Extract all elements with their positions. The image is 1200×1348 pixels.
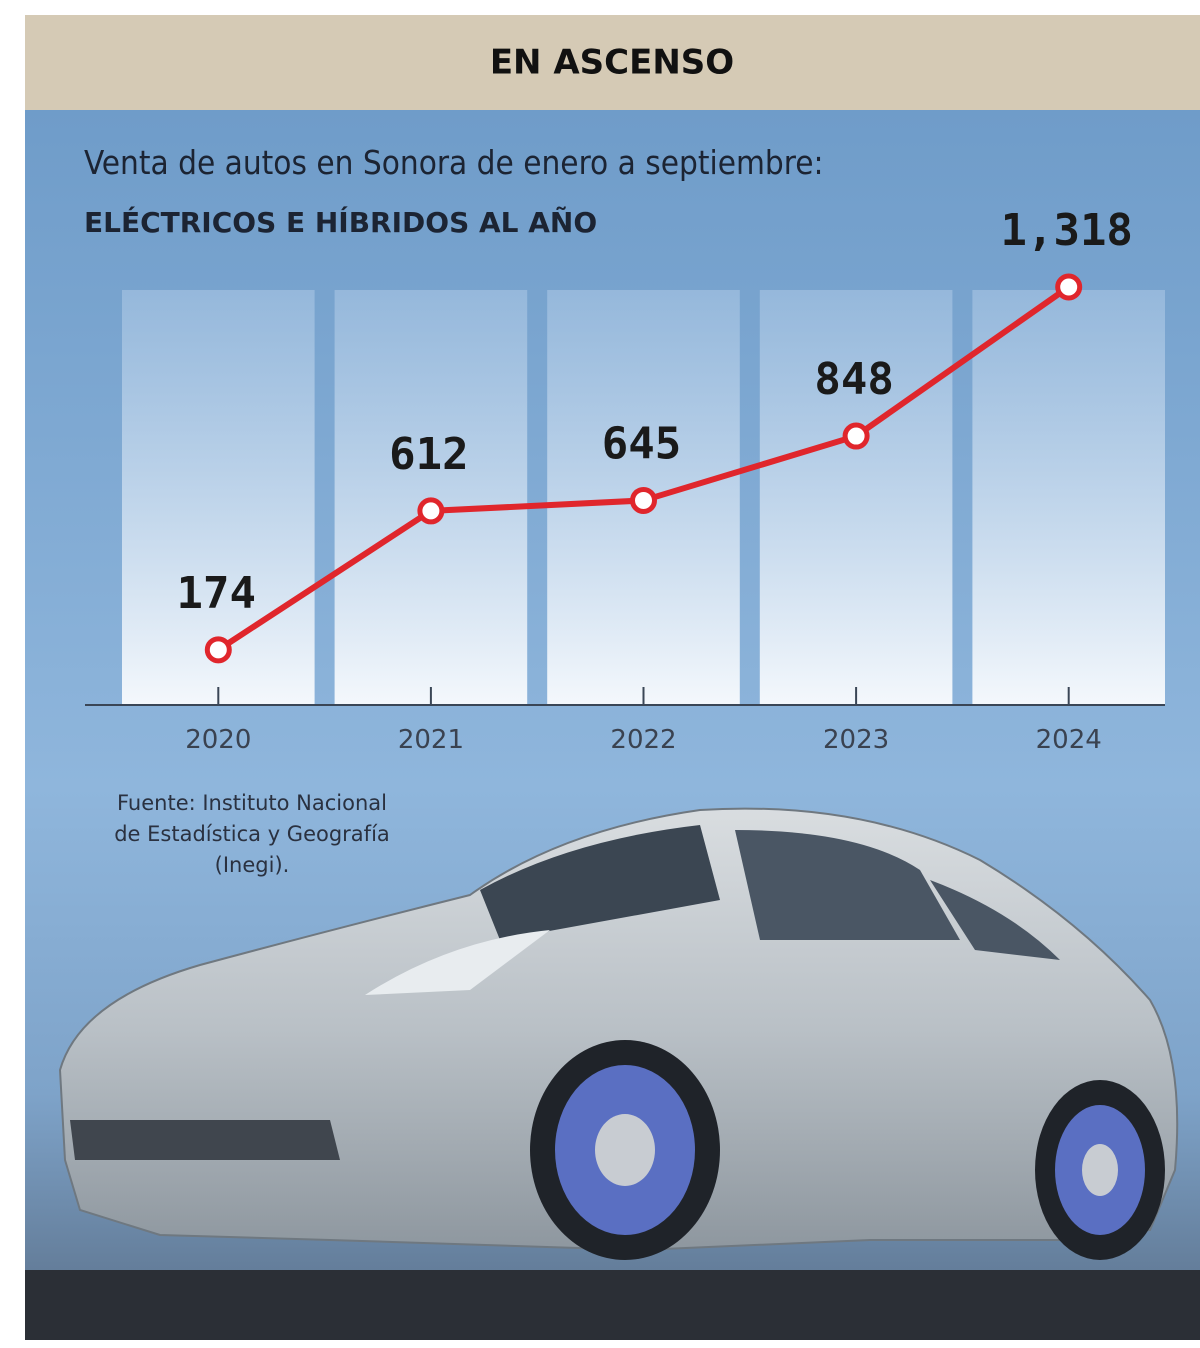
header-band — [25, 15, 1200, 110]
point — [417, 497, 445, 525]
value-label: 645 — [602, 418, 681, 469]
x-tick-label: 2024 — [1036, 725, 1102, 755]
source: de Estadística y Geografía — [114, 822, 390, 846]
source: (Inegi). — [215, 853, 290, 877]
column-panel — [759, 290, 953, 705]
point — [204, 636, 232, 664]
value-label: 612 — [389, 429, 468, 480]
subtitle: Venta de autos en Sonora de enero a sept… — [84, 143, 824, 182]
point — [630, 486, 657, 514]
column-panel — [972, 290, 1165, 705]
value-label: 848 — [814, 354, 893, 405]
point — [842, 422, 870, 450]
x-tick-label: 2021 — [398, 725, 464, 755]
value-label: 174 — [177, 568, 256, 619]
point — [1055, 273, 1083, 301]
title: EN ASCENSO — [490, 43, 734, 83]
x-tick-label: 2023 — [823, 725, 889, 755]
x-tick-label: 2020 — [185, 725, 251, 755]
subtitle-2: ELÉCTRICOS E HÍBRIDOS AL AÑO — [84, 205, 597, 239]
source: Fuente: Instituto Nacional — [117, 791, 387, 815]
value-label: 1,318 — [1000, 205, 1132, 256]
car-illustration — [25, 807, 1200, 1340]
column-panel — [122, 290, 315, 705]
x-tick-label: 2022 — [610, 725, 676, 755]
